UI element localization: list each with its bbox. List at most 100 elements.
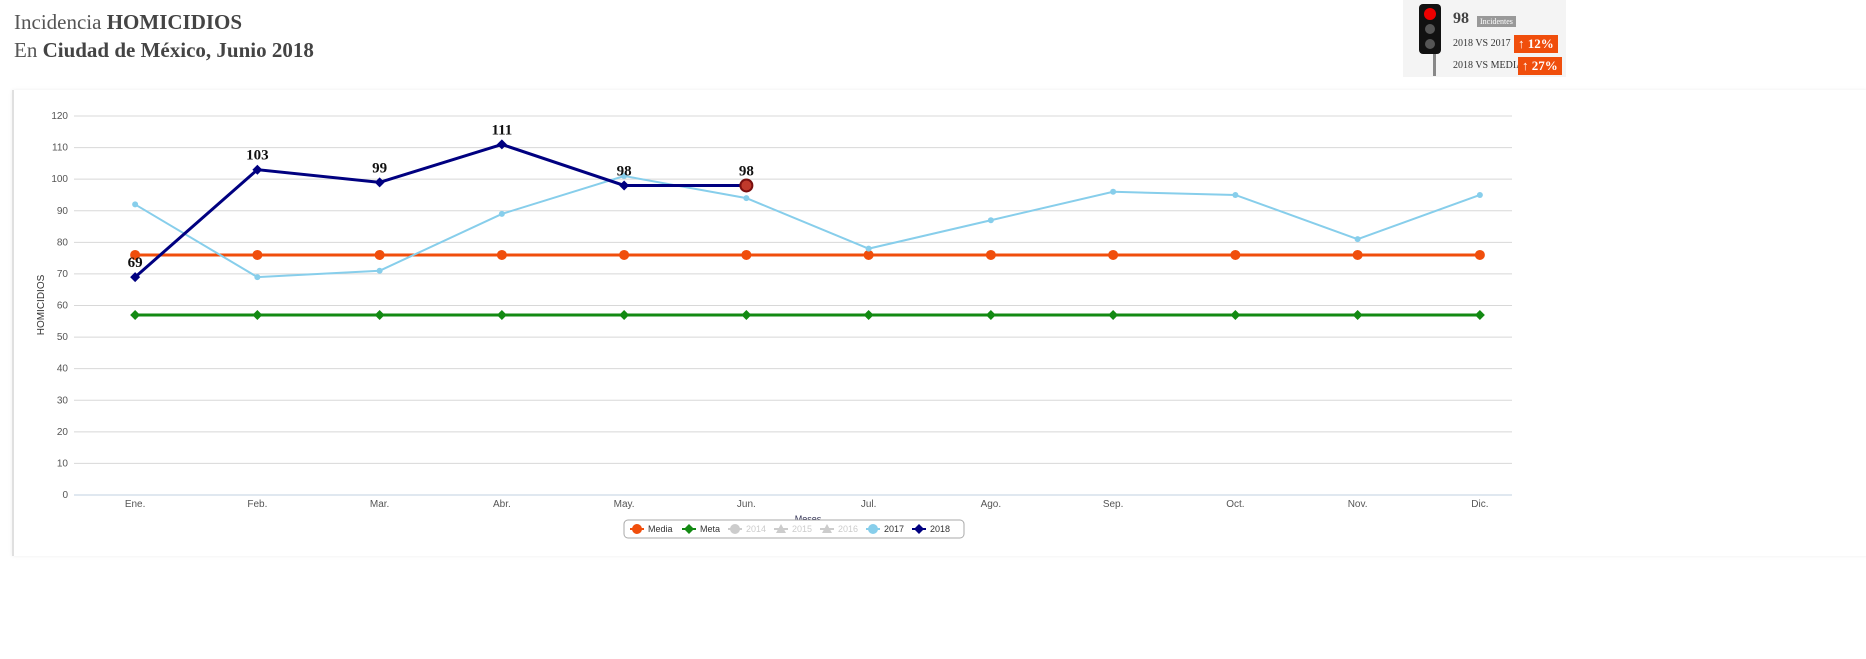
point (987, 217, 994, 224)
point (1232, 191, 1239, 198)
indicator-widget: 98 Incidentes 2018 VS 2017 ↑ 12% 2018 VS… (1403, 0, 1566, 77)
point (868, 524, 878, 534)
series-line (134, 142, 747, 279)
amber-light (1425, 24, 1435, 34)
point (985, 249, 996, 260)
point (684, 524, 694, 534)
compare-label: 2018 VS 2017 (1453, 38, 1511, 49)
y-tick-label: 30 (57, 395, 69, 406)
point (1352, 309, 1363, 320)
x-tick-label: Abr. (493, 499, 511, 510)
point (1474, 249, 1485, 260)
point (914, 524, 924, 534)
x-axis-label: Meses (795, 514, 822, 524)
point (632, 524, 642, 534)
legend-label: 2018 (930, 524, 950, 534)
point (1110, 188, 1117, 195)
legend-label: 2014 (746, 524, 766, 534)
point (1230, 249, 1241, 260)
data-label: 111 (491, 122, 512, 138)
x-tick-label: Feb. (247, 499, 267, 510)
x-tick-label: Jul. (861, 499, 877, 510)
point (776, 524, 786, 533)
point (374, 309, 385, 320)
compare-badge: ↑ 12% (1514, 35, 1558, 53)
point (496, 309, 507, 320)
point (130, 272, 141, 283)
x-tick-label: Sep. (1103, 499, 1124, 510)
y-tick-label: 70 (57, 269, 69, 280)
point (130, 309, 141, 320)
point (374, 177, 385, 188)
chart-panel (12, 90, 1866, 556)
point (252, 164, 263, 175)
point (496, 249, 507, 260)
y-tick-label: 40 (57, 364, 69, 375)
count-badge: Incidentes (1477, 16, 1516, 27)
red-light (1424, 8, 1436, 20)
point (252, 309, 263, 320)
point (730, 524, 740, 534)
x-tick-label: Oct. (1226, 499, 1244, 510)
y-tick-label: 60 (57, 301, 69, 312)
traffic-light (1419, 4, 1441, 76)
point (619, 249, 630, 260)
legend-box (623, 519, 965, 539)
point (252, 249, 263, 260)
y-tick-label: 80 (57, 237, 69, 248)
point (498, 210, 505, 217)
point (863, 249, 874, 260)
point (741, 249, 752, 260)
compare-value: 27% (1531, 58, 1558, 73)
data-label: 98 (617, 163, 632, 179)
title-line-1: Incidencia HOMICIDIOS (14, 10, 242, 35)
point (374, 249, 385, 260)
compare-value: 12% (1527, 36, 1554, 51)
series-line (134, 174, 1481, 279)
x-tick-label: Nov. (1348, 499, 1368, 510)
compare-label: 2018 VS MEDIA (1453, 60, 1524, 71)
y-axis-label: HOMICIDIOS (36, 274, 47, 335)
title-bold: Ciudad de México, Junio 2018 (42, 38, 314, 62)
point (376, 267, 383, 274)
count: 98 (1453, 10, 1469, 27)
legend-label: 2015 (792, 524, 812, 534)
point (1354, 236, 1361, 243)
point (130, 249, 141, 260)
point (1108, 249, 1119, 260)
compare-badge: ↑ 27% (1518, 57, 1562, 75)
point (741, 309, 752, 320)
legend-label: Meta (700, 524, 720, 534)
data-label: 99 (372, 160, 387, 176)
point (619, 180, 630, 191)
point (822, 524, 832, 533)
y-tick-label: 110 (52, 143, 68, 154)
legend-label: 2017 (884, 524, 904, 534)
y-tick-label: 50 (57, 332, 69, 343)
x-tick-label: Jun. (737, 499, 756, 510)
y-tick-label: 20 (57, 427, 69, 438)
point (1108, 309, 1119, 320)
point (985, 309, 996, 320)
title-line-2: En Ciudad de México, Junio 2018 (14, 38, 314, 63)
current-highlight (739, 178, 754, 193)
legend-label: Media (648, 524, 673, 534)
data-label: 103 (246, 148, 269, 164)
point (863, 309, 874, 320)
point (1474, 309, 1485, 320)
pole (1433, 50, 1436, 76)
point (1230, 309, 1241, 320)
point (865, 245, 872, 252)
y-tick-label: 10 (57, 458, 69, 469)
legend-label: 2016 (838, 524, 858, 534)
y-tick-label: 120 (51, 111, 68, 122)
y-tick-label: 0 (62, 490, 68, 501)
x-tick-label: Ago. (981, 499, 1002, 510)
point (621, 173, 628, 180)
point (496, 139, 507, 150)
point (1476, 191, 1483, 198)
point (619, 309, 630, 320)
title-text: En (14, 38, 38, 62)
